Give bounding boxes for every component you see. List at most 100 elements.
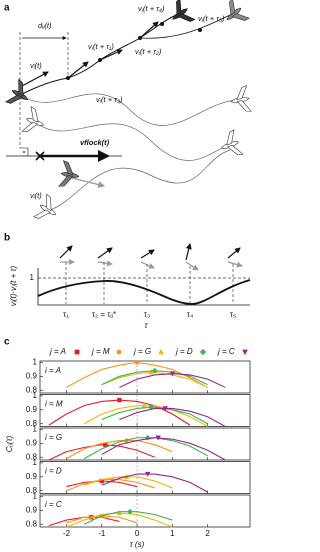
y-tick-label: 1 <box>33 358 38 367</box>
panel-label: c <box>4 337 10 348</box>
tick-label: τ₁ <box>63 310 69 319</box>
velocity-arrow <box>71 177 106 188</box>
x-tick-label: 1 <box>170 529 175 538</box>
panel-label: b <box>4 233 10 244</box>
peak-marker <box>144 434 151 441</box>
legend-marker <box>116 349 122 355</box>
legend-label: j = D <box>175 347 193 356</box>
peak-marker <box>134 360 140 365</box>
y-tick-label: 1 <box>33 391 38 400</box>
plot-frame <box>39 360 251 394</box>
subplot-label: i = C <box>45 500 62 509</box>
arrow <box>97 247 113 259</box>
y-tick-label: 0.8 <box>26 385 38 394</box>
series-line <box>101 406 208 425</box>
trajectory <box>34 121 231 161</box>
y-tick-label: 1 <box>33 458 38 467</box>
peak-marker <box>117 397 122 403</box>
y-tick-label: 0.8 <box>26 486 38 495</box>
y-label: vᵢ(t)·vⱼ(t + τ) <box>9 266 18 307</box>
vj-label: vⱼ(t + τ₅) <box>198 14 225 23</box>
x-label: τ (s) <box>130 540 145 549</box>
dot <box>23 151 25 153</box>
figure: a dᵢⱼ(t) vᵢ(t) vⱼ(t + τ₁) vⱼ(t + τ₂) vⱼ(… <box>4 0 252 549</box>
legend-marker <box>242 349 248 356</box>
x-tick-label: 0 <box>135 529 140 538</box>
bird <box>5 78 35 112</box>
x-tick-label: -1 <box>98 529 106 538</box>
bird <box>216 129 244 161</box>
peak-marker <box>148 404 155 410</box>
velocity-arrow <box>67 61 89 79</box>
tick-label: τ₂ = τᵢⱼ* <box>92 310 116 319</box>
series-line <box>83 476 173 489</box>
plot-frame <box>39 427 251 461</box>
arrow <box>140 261 155 269</box>
arrow <box>227 261 243 268</box>
peak-marker <box>141 402 147 408</box>
legend-label: j = G <box>133 347 151 356</box>
y-tick-label: 1 <box>33 492 38 501</box>
bird <box>21 106 49 138</box>
x-tick-label: 2 <box>205 529 210 538</box>
y-tick-label: 0.8 <box>26 419 38 428</box>
x-label: τ <box>145 321 149 330</box>
point <box>160 22 164 26</box>
arrow <box>227 247 241 259</box>
series-line <box>101 437 226 461</box>
peak-marker <box>116 510 123 516</box>
y-tick-label: 0.9 <box>26 472 38 481</box>
peak-marker <box>148 369 154 375</box>
peak-marker <box>155 435 161 441</box>
legend-marker <box>199 348 207 356</box>
legend-label: j = M <box>91 347 110 356</box>
y-tick-label: 0.9 <box>26 505 38 514</box>
legend-label: j = C <box>217 347 235 356</box>
subplot-label: i = A <box>45 366 61 375</box>
bird <box>164 0 196 31</box>
subplot-label: i = M <box>45 400 63 409</box>
y-tick-label: 0.9 <box>26 405 38 414</box>
point <box>198 28 202 32</box>
vj-label: vⱼ(t + τ₄) <box>138 4 165 13</box>
series-line <box>48 516 120 527</box>
vj-label: vⱼ(t + τ₃) <box>96 95 123 104</box>
subplot-label: i = D <box>45 467 62 476</box>
trajectory <box>49 149 231 211</box>
arrow <box>185 261 199 271</box>
y-tick-label: 0.8 <box>26 519 38 528</box>
peak-marker <box>127 508 133 515</box>
series-line <box>66 439 173 460</box>
vflock-label: vflock(t) <box>80 138 110 147</box>
vj-label: vⱼ(t + τ₂) <box>135 47 162 56</box>
y-tick-label: 1 <box>33 425 38 434</box>
plot-frame <box>39 461 251 494</box>
peak-marker <box>162 406 168 412</box>
peak-marker <box>103 442 108 447</box>
legend-marker <box>158 348 164 355</box>
arrow <box>185 243 192 261</box>
vi-label: vᵢ(t) <box>30 61 42 70</box>
velocity-arrow <box>139 21 159 39</box>
plot-frame <box>39 494 251 528</box>
y-tick-label: 0.9 <box>26 438 38 447</box>
peak-marker <box>151 367 158 374</box>
tick-label: τ₅ <box>230 310 236 319</box>
y-tick-label: 0.9 <box>26 371 38 380</box>
arrows <box>59 243 243 271</box>
vj-label: vⱼ(t + τ₁) <box>88 42 114 51</box>
y-tick-label: 0.8 <box>26 452 38 461</box>
right-angle <box>20 147 29 156</box>
velocity-arrow <box>21 71 49 87</box>
legend-label: j = A <box>49 347 66 356</box>
subplot-label: i = G <box>45 433 62 442</box>
bird <box>228 85 252 115</box>
series-line <box>83 405 208 427</box>
x-tick-label: -2 <box>63 529 71 538</box>
cross <box>35 151 45 161</box>
one-label: 1 <box>30 273 35 282</box>
panel-b: b 1 vᵢ(t)·vⱼ(t + τ) τ₁ τ₂ = τᵢⱼ* τ₃ τ₄ τ… <box>4 233 251 330</box>
series-line <box>48 444 155 461</box>
peak-marker <box>169 371 175 377</box>
correlation-curve <box>37 279 251 305</box>
